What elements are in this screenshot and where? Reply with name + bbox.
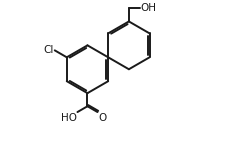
Text: OH: OH: [140, 3, 156, 13]
Text: O: O: [98, 113, 106, 123]
Text: HO: HO: [61, 113, 76, 123]
Text: Cl: Cl: [43, 45, 54, 55]
